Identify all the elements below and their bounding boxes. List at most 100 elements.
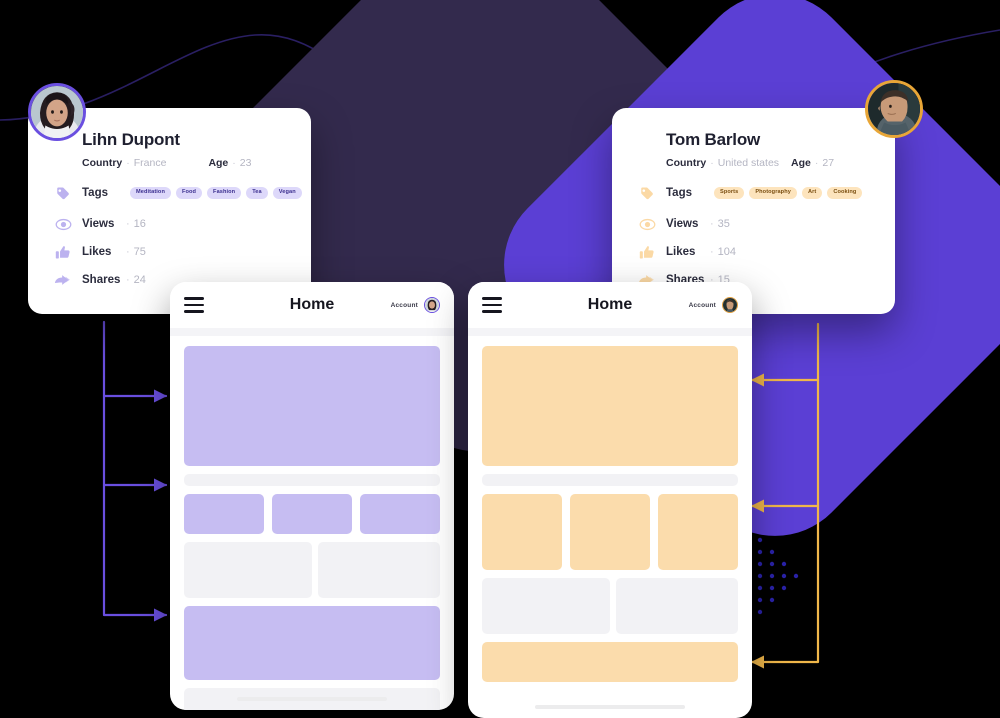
likes-row: Likes · 104 xyxy=(639,241,869,263)
tag-chip[interactable]: Art xyxy=(801,187,823,199)
avatar[interactable] xyxy=(424,297,440,313)
value-separator: · xyxy=(126,218,130,230)
views-row: Views · 16 xyxy=(55,213,285,235)
meta-separator: · xyxy=(126,157,130,169)
likes-label: Likes xyxy=(666,246,696,258)
header-divider xyxy=(170,328,454,336)
meta-separator: · xyxy=(814,157,819,169)
content-block-panel xyxy=(482,578,611,634)
tag-chip[interactable]: Sports xyxy=(714,187,745,199)
thumbs-up-icon xyxy=(636,243,658,261)
content-row-two xyxy=(482,578,738,634)
likes-value: 104 xyxy=(717,246,737,258)
profile-meta: Country · United states Age · 27 xyxy=(666,157,869,169)
views-value: 16 xyxy=(133,218,146,230)
hamburger-menu-icon[interactable] xyxy=(184,297,204,313)
content-block-strip xyxy=(184,474,440,486)
phone-header: Home Account xyxy=(468,282,752,328)
tags-row: Tags Meditation Food Fashion Tea Vegan xyxy=(56,182,302,204)
value-separator: · xyxy=(710,246,714,258)
home-indicator xyxy=(237,697,387,701)
content-block-strip xyxy=(482,474,738,486)
eye-icon xyxy=(52,215,74,233)
tag-chip[interactable]: Tea xyxy=(246,187,268,199)
profile-card-lihn-dupont[interactable]: Lihn Dupont Country · France Age · 23 Ta… xyxy=(28,83,311,314)
country-label: Country xyxy=(82,157,123,169)
account-label: Account xyxy=(390,301,418,309)
phone-header: Home Account xyxy=(170,282,454,328)
views-label: Views xyxy=(82,218,115,230)
views-value: 35 xyxy=(717,218,730,230)
avatar xyxy=(865,80,923,138)
age-label: Age xyxy=(791,157,811,169)
account-label: Account xyxy=(688,301,716,309)
profile-name: Tom Barlow xyxy=(666,130,761,149)
likes-value: 75 xyxy=(133,246,146,258)
avatar[interactable] xyxy=(722,297,738,313)
tag-chip[interactable]: Meditation xyxy=(130,187,171,199)
content-block-panel xyxy=(616,578,738,634)
tag-chip[interactable]: Vegan xyxy=(272,187,302,199)
profile-card-tom-barlow[interactable]: Tom Barlow Country · United states Age ·… xyxy=(612,80,923,314)
content-block-tile[interactable] xyxy=(482,494,562,570)
account-control[interactable]: Account xyxy=(689,297,738,313)
tag-chip[interactable]: Cooking xyxy=(827,187,863,199)
content-block-panel xyxy=(184,542,313,598)
avatar xyxy=(28,83,86,141)
country-value: France xyxy=(133,157,167,169)
profile-name: Lihn Dupont xyxy=(82,130,180,149)
home-indicator xyxy=(535,705,685,709)
age-value: 27 xyxy=(822,157,835,169)
age-value: 23 xyxy=(239,157,252,169)
tag-chip[interactable]: Photography xyxy=(749,187,797,199)
tags-label: Tags xyxy=(666,187,692,199)
country-value: United states xyxy=(717,157,780,169)
likes-label: Likes xyxy=(82,246,112,258)
content-block-tile[interactable] xyxy=(272,494,352,534)
eye-icon xyxy=(636,215,658,233)
tag-list: Sports Photography Art Cooking xyxy=(714,187,863,199)
phone-content xyxy=(468,336,752,682)
views-row: Views · 35 xyxy=(639,213,869,235)
shares-label: Shares xyxy=(82,274,121,286)
tag-chip[interactable]: Fashion xyxy=(207,187,242,199)
likes-row: Likes · 75 xyxy=(55,241,285,263)
meta-separator: · xyxy=(710,157,714,169)
profile-meta: Country · France Age · 23 xyxy=(82,157,285,169)
account-control[interactable]: Account xyxy=(391,297,440,313)
tag-icon xyxy=(636,184,658,202)
content-block-tile[interactable] xyxy=(360,494,440,534)
tags-row: Tags Sports Photography Art Cooking xyxy=(640,182,869,204)
content-row-three xyxy=(482,494,738,570)
content-block-wide[interactable] xyxy=(184,606,440,680)
content-row-three xyxy=(184,494,440,534)
content-block-wide[interactable] xyxy=(482,642,738,682)
phone-content xyxy=(170,336,454,710)
content-block-tile[interactable] xyxy=(570,494,650,570)
phone-mockup-amber[interactable]: Home Account xyxy=(468,282,752,718)
share-icon xyxy=(636,271,658,289)
tags-label: Tags xyxy=(82,187,108,199)
phone-mockup-purple[interactable]: Home Account xyxy=(170,282,454,710)
share-icon xyxy=(52,271,74,289)
shares-row: Shares · 24 xyxy=(54,269,285,291)
content-block-hero[interactable] xyxy=(184,346,440,466)
content-row-two xyxy=(184,542,440,598)
meta-separator: · xyxy=(232,157,236,169)
tag-list: Meditation Food Fashion Tea Vegan xyxy=(130,187,302,199)
tag-chip[interactable]: Food xyxy=(175,187,203,199)
value-separator: · xyxy=(126,246,130,258)
tag-icon xyxy=(52,184,74,202)
content-block-tile[interactable] xyxy=(658,494,738,570)
thumbs-up-icon xyxy=(52,243,74,261)
value-separator: · xyxy=(126,274,130,286)
country-label: Country xyxy=(666,157,707,169)
hamburger-menu-icon[interactable] xyxy=(482,297,502,313)
content-block-tile[interactable] xyxy=(184,494,264,534)
content-block-panel xyxy=(318,542,440,598)
age-label: Age xyxy=(208,157,229,169)
value-separator: · xyxy=(710,218,714,230)
content-block-hero[interactable] xyxy=(482,346,738,466)
